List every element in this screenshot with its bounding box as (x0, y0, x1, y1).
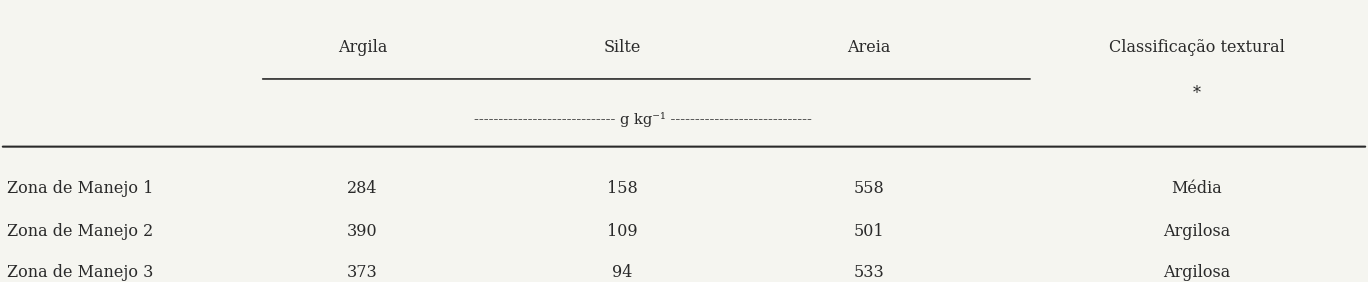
Text: 501: 501 (854, 223, 884, 240)
Text: 109: 109 (607, 223, 637, 240)
Text: Argilosa: Argilosa (1163, 223, 1231, 240)
Text: 284: 284 (347, 180, 378, 197)
Text: Silte: Silte (603, 39, 642, 56)
Text: Média: Média (1171, 180, 1223, 197)
Text: Classificação textural: Classificação textural (1109, 39, 1285, 56)
Text: 94: 94 (613, 264, 632, 281)
Text: Zona de Manejo 3: Zona de Manejo 3 (7, 264, 153, 281)
Text: Zona de Manejo 2: Zona de Manejo 2 (7, 223, 153, 240)
Text: 158: 158 (607, 180, 637, 197)
Text: Areia: Areia (847, 39, 891, 56)
Text: 390: 390 (347, 223, 378, 240)
Text: Argila: Argila (338, 39, 387, 56)
Text: 533: 533 (854, 264, 884, 281)
Text: 558: 558 (854, 180, 884, 197)
Text: Argilosa: Argilosa (1163, 264, 1231, 281)
Text: Zona de Manejo 1: Zona de Manejo 1 (7, 180, 153, 197)
Text: 373: 373 (347, 264, 378, 281)
Text: ----------------------------- g kg⁻¹ -----------------------------: ----------------------------- g kg⁻¹ ---… (475, 112, 811, 127)
Text: *: * (1193, 85, 1201, 102)
